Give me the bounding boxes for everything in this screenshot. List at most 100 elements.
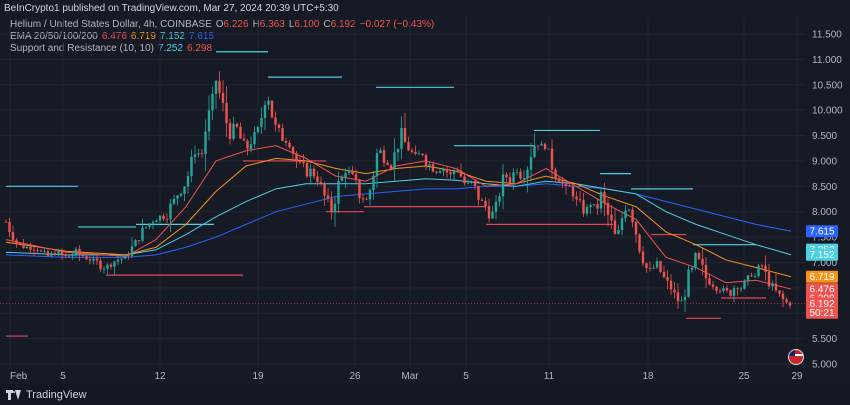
price-chart[interactable]: 5.0005.5006.0006.5007.0007.5008.0008.500… xyxy=(0,0,850,384)
candle-body xyxy=(421,153,424,156)
price-label-box xyxy=(806,225,838,238)
ema50-line xyxy=(5,157,792,278)
candle-body xyxy=(554,169,557,179)
x-tick-label: 5 xyxy=(463,371,469,382)
candle-body xyxy=(512,172,515,183)
candle-body xyxy=(43,251,46,252)
price-label-box xyxy=(806,306,838,319)
candle-body xyxy=(438,171,442,173)
candle-body xyxy=(267,100,270,105)
candle-body xyxy=(624,210,627,219)
candle-body xyxy=(466,182,470,184)
ema100-line xyxy=(5,178,792,256)
symbol-row: Helium / United States Dollar, 4h, COINB… xyxy=(10,19,434,31)
candle-body xyxy=(701,258,704,265)
candle-body xyxy=(358,179,361,199)
price-label-text: 6.719 xyxy=(809,272,834,283)
chart-legend: Helium / United States Dollar, 4h, COINB… xyxy=(10,19,434,55)
candle-body xyxy=(50,252,53,256)
candle-body xyxy=(676,292,680,302)
candle-body xyxy=(491,211,494,219)
candle-body xyxy=(302,161,305,164)
candle-body xyxy=(74,248,78,255)
candle-body xyxy=(64,254,67,256)
candle-body xyxy=(711,284,715,287)
candle-body xyxy=(659,261,662,272)
candle-body xyxy=(515,171,519,173)
candle-body xyxy=(477,185,480,200)
candle-body xyxy=(176,195,179,199)
candle-body xyxy=(242,138,246,141)
candle-body xyxy=(102,268,106,270)
candle-body xyxy=(732,288,736,296)
x-tick-label: Mar xyxy=(401,371,419,382)
candle-body xyxy=(197,153,200,155)
candle-body xyxy=(606,203,610,215)
candle-body xyxy=(36,250,39,251)
candle-body xyxy=(148,223,151,227)
ema-row[interactable]: EMA 20/50/100/200 6.476 6.719 7.152 7.61… xyxy=(10,31,434,43)
candle-body xyxy=(417,153,421,155)
candle-body xyxy=(435,171,438,173)
sr-support-value: 6.298 xyxy=(187,43,213,54)
candle-body xyxy=(704,264,708,279)
sr-row[interactable]: Support and Resistance (10, 10) 7.252 6.… xyxy=(10,43,434,55)
candle-body xyxy=(319,181,323,184)
candle-body xyxy=(571,186,575,197)
candle-body xyxy=(39,250,43,252)
candle-body xyxy=(403,127,407,143)
price-label-box xyxy=(806,270,838,283)
ema-label: EMA 20/50/100/200 xyxy=(10,31,98,42)
ema50-value: 6.719 xyxy=(130,31,156,42)
candle-body xyxy=(610,214,613,221)
candle-body xyxy=(284,141,288,143)
candle-body xyxy=(137,240,141,241)
candle-body xyxy=(365,199,368,201)
symbol-label[interactable]: Helium / United States Dollar, 4h, COINB… xyxy=(10,19,212,30)
candle-body xyxy=(232,123,235,139)
candle-body xyxy=(8,221,11,233)
y-tick-label: 11.500 xyxy=(812,30,842,41)
price-label-text: 6.192 xyxy=(809,299,834,310)
y-tick-label: 11.000 xyxy=(812,55,842,66)
candle-body xyxy=(585,206,589,214)
candle-body xyxy=(274,117,277,125)
candle-body xyxy=(634,222,638,235)
x-tick-label: 19 xyxy=(252,371,264,382)
candle-body xyxy=(316,176,319,182)
candle-body xyxy=(78,248,81,255)
candle-body xyxy=(550,148,554,170)
y-tick-label: 7.000 xyxy=(812,258,837,269)
candle-body xyxy=(246,140,249,150)
candle-body xyxy=(463,176,466,184)
candle-body xyxy=(249,144,253,150)
candle-body xyxy=(400,127,403,149)
candle-body xyxy=(158,215,162,221)
candle-body xyxy=(613,220,617,234)
candle-body xyxy=(162,215,165,220)
price-label-box xyxy=(806,248,838,261)
candle-body xyxy=(620,218,624,231)
candle-body xyxy=(46,251,50,256)
candle-body xyxy=(725,288,729,291)
candle-body xyxy=(785,299,788,303)
y-tick-label: 9.500 xyxy=(812,131,837,142)
footer-brand[interactable]: TradingView xyxy=(26,388,87,401)
candle-body xyxy=(92,258,95,261)
candle-body xyxy=(4,221,8,223)
y-tick-label: 5.000 xyxy=(812,360,837,371)
candle-body xyxy=(669,280,673,290)
candle-body xyxy=(361,198,365,200)
candle-body xyxy=(312,168,316,177)
candle-body xyxy=(85,256,88,260)
candle-body xyxy=(771,283,774,287)
candle-body xyxy=(95,258,99,261)
candle-body xyxy=(263,104,267,119)
candle-body xyxy=(256,126,260,133)
price-label-box xyxy=(806,297,838,310)
candle-body xyxy=(116,259,120,262)
candle-body xyxy=(309,168,312,177)
candle-body xyxy=(743,280,746,289)
candle-body xyxy=(722,288,725,291)
candle-body xyxy=(543,143,547,150)
